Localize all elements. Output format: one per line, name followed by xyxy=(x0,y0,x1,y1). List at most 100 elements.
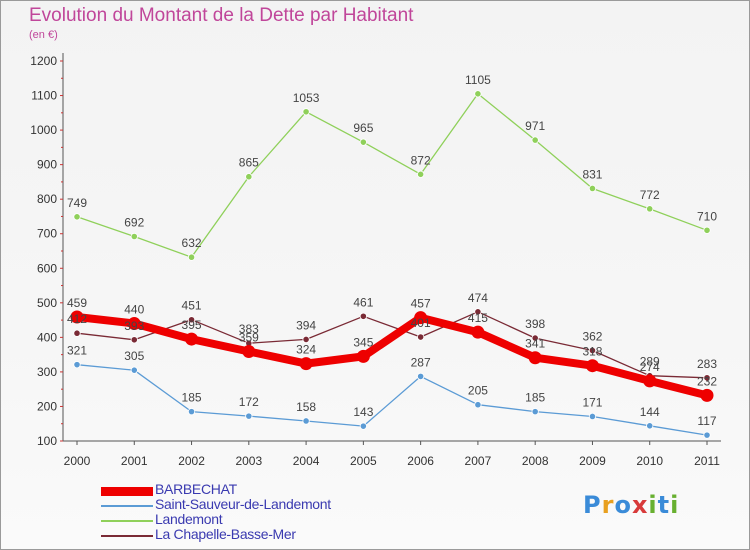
data-point-landemont xyxy=(417,170,425,178)
chart-title: Evolution du Montant de la Dette par Hab… xyxy=(29,5,414,26)
data-point-barbechat xyxy=(585,359,599,373)
y-tick-label: 400 xyxy=(37,330,57,344)
x-tick-label: 2006 xyxy=(407,454,434,468)
data-point-barbechat xyxy=(299,357,313,371)
data-label-barbechat: 415 xyxy=(468,311,488,325)
data-point-barbechat xyxy=(70,310,84,324)
data-point-barbechat xyxy=(185,332,199,346)
data-point-saint-sauveur-de-landemont xyxy=(130,366,138,374)
data-label-barbechat: 274 xyxy=(640,360,660,374)
legend-swatch xyxy=(101,520,153,522)
data-point-saint-sauveur-de-landemont xyxy=(417,372,425,380)
legend-swatch xyxy=(101,535,153,537)
data-label-saint-sauveur-de-landemont: 185 xyxy=(182,391,202,405)
data-point-landemont xyxy=(474,90,482,98)
data-point-saint-sauveur-de-landemont xyxy=(646,422,654,430)
series-line-la-chapelle-basse-mer xyxy=(76,311,708,379)
logo-letter: r xyxy=(601,491,615,519)
data-label-landemont: 965 xyxy=(353,121,373,135)
data-point-landemont xyxy=(646,205,654,213)
data-label-landemont: 710 xyxy=(697,209,717,223)
y-tick-label: 700 xyxy=(37,227,57,241)
data-point-barbechat xyxy=(643,374,657,388)
x-tick-label: 2008 xyxy=(522,454,549,468)
legend-item-barbechat: BARBECHAT xyxy=(101,481,401,498)
legend-item-landemont: Landemont xyxy=(101,511,401,528)
data-label-la-chapelle-basse-mer: 461 xyxy=(353,295,373,309)
y-tick-label: 600 xyxy=(37,261,57,275)
data-label-landemont: 1105 xyxy=(465,73,491,87)
data-point-saint-sauveur-de-landemont xyxy=(474,401,482,409)
series-lines xyxy=(73,93,711,436)
data-label-barbechat: 232 xyxy=(697,374,717,388)
legend-label: Landemont xyxy=(155,511,223,527)
x-tick-label: 2002 xyxy=(178,454,205,468)
data-label-saint-sauveur-de-landemont: 185 xyxy=(525,391,545,405)
logo-letter: t xyxy=(657,491,671,519)
legend-swatch xyxy=(101,505,153,507)
data-label-barbechat: 395 xyxy=(182,318,202,332)
data-point-saint-sauveur-de-landemont xyxy=(588,412,597,421)
data-point-landemont xyxy=(703,226,711,234)
data-point-landemont xyxy=(245,173,253,181)
y-tick-label: 100 xyxy=(37,434,57,448)
series-line-saint-sauveur-de-landemont xyxy=(76,364,708,436)
data-point-barbechat xyxy=(242,345,256,359)
x-tick-label: 2005 xyxy=(350,454,377,468)
series-points xyxy=(70,90,714,439)
data-label-barbechat: 359 xyxy=(239,331,259,345)
data-label-la-chapelle-basse-mer: 398 xyxy=(525,317,545,331)
data-label-saint-sauveur-de-landemont: 158 xyxy=(296,400,316,414)
data-point-landemont xyxy=(588,184,597,193)
data-point-saint-sauveur-de-landemont xyxy=(187,408,196,416)
data-point-barbechat xyxy=(471,325,485,339)
data-label-la-chapelle-basse-mer: 393 xyxy=(124,319,144,333)
data-point-saint-sauveur-de-landemont xyxy=(73,361,81,369)
data-point-barbechat xyxy=(414,311,428,325)
data-label-saint-sauveur-de-landemont: 172 xyxy=(239,395,259,409)
series-labels: 321 305 185 172 158 143 287 205 185 171 144 117 749 6… xyxy=(67,73,717,428)
x-tick-label: 2009 xyxy=(579,454,606,468)
x-tick-label: 2000 xyxy=(64,454,91,468)
y-tick-label: 1100 xyxy=(31,89,57,103)
data-label-saint-sauveur-de-landemont: 144 xyxy=(640,405,660,419)
data-label-saint-sauveur-de-landemont: 171 xyxy=(582,395,602,409)
chart-subtitle: (en €) xyxy=(29,29,58,41)
data-point-landemont xyxy=(302,108,310,116)
legend-label: BARBECHAT xyxy=(155,481,237,497)
data-label-barbechat: 345 xyxy=(353,335,373,349)
y-tick-label: 200 xyxy=(37,399,57,413)
data-label-la-chapelle-basse-mer: 401 xyxy=(411,316,431,330)
y-tick-label: 300 xyxy=(37,365,57,379)
x-tick-label: 2010 xyxy=(636,454,663,468)
data-label-barbechat: 324 xyxy=(296,343,316,357)
data-point-saint-sauveur-de-landemont xyxy=(359,422,367,430)
data-label-landemont: 692 xyxy=(124,215,144,229)
series-line-landemont xyxy=(76,93,708,258)
data-label-landemont: 971 xyxy=(525,119,545,133)
data-point-barbechat xyxy=(528,351,542,365)
data-label-la-chapelle-basse-mer: 394 xyxy=(296,318,316,332)
x-tick-label: 2003 xyxy=(235,454,262,468)
data-point-landemont xyxy=(531,136,539,144)
data-point-la-chapelle-basse-mer xyxy=(531,334,539,342)
data-point-la-chapelle-basse-mer xyxy=(359,312,367,320)
data-label-saint-sauveur-de-landemont: 321 xyxy=(67,344,87,358)
data-label-landemont: 632 xyxy=(182,236,202,250)
data-label-la-chapelle-basse-mer: 412 xyxy=(67,312,87,326)
data-label-landemont: 872 xyxy=(411,153,431,167)
data-label-la-chapelle-basse-mer: 283 xyxy=(697,357,717,371)
data-label-saint-sauveur-de-landemont: 305 xyxy=(124,349,144,363)
x-tick-label: 2011 xyxy=(694,454,720,468)
data-label-la-chapelle-basse-mer: 289 xyxy=(640,355,660,369)
data-point-saint-sauveur-de-landemont xyxy=(302,417,310,425)
series-line-barbechat xyxy=(73,313,711,400)
legend-item-saint-sauveur-de-landemont: Saint-Sauveur-de-Landemont xyxy=(101,496,401,513)
data-point-la-chapelle-basse-mer xyxy=(302,335,310,344)
data-point-la-chapelle-basse-mer xyxy=(187,316,196,324)
axes: 100 200 300 400 500 600 700 800 900 1000 1100 1200 2… xyxy=(30,53,721,468)
data-point-landemont xyxy=(73,213,81,221)
data-point-barbechat xyxy=(127,317,141,331)
